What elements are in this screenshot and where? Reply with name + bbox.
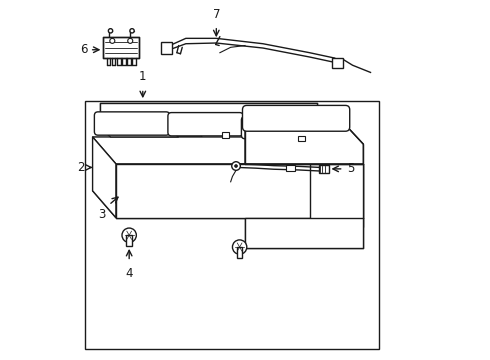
Bar [126, 235, 132, 246]
Text: 7: 7 [213, 9, 220, 22]
Circle shape [232, 240, 247, 254]
FancyBboxPatch shape [168, 113, 243, 136]
Polygon shape [245, 119, 364, 164]
Polygon shape [100, 116, 202, 137]
Text: 5: 5 [347, 162, 355, 175]
Polygon shape [100, 103, 317, 114]
Polygon shape [93, 137, 364, 164]
FancyBboxPatch shape [242, 117, 306, 139]
Polygon shape [116, 164, 364, 218]
Polygon shape [103, 37, 139, 58]
Text: 3: 3 [98, 208, 106, 221]
Circle shape [128, 39, 133, 43]
FancyBboxPatch shape [243, 105, 350, 131]
Bar [286, 165, 295, 171]
Text: 1: 1 [139, 70, 147, 83]
FancyBboxPatch shape [95, 112, 170, 135]
Bar [161, 42, 172, 54]
Text: 2: 2 [77, 161, 85, 174]
Circle shape [235, 165, 238, 167]
Bar [221, 132, 229, 138]
Polygon shape [96, 125, 179, 137]
Text: 6: 6 [80, 43, 88, 56]
Polygon shape [93, 137, 116, 218]
Text: 4: 4 [125, 267, 133, 280]
Polygon shape [310, 164, 364, 226]
Bar [298, 136, 304, 140]
Circle shape [232, 162, 240, 170]
Bar [85, 101, 379, 348]
Polygon shape [245, 218, 364, 248]
Bar [237, 247, 243, 258]
Circle shape [108, 29, 113, 33]
Circle shape [122, 228, 136, 242]
Bar [332, 58, 343, 68]
Polygon shape [98, 114, 324, 139]
Bar [318, 165, 329, 173]
Circle shape [130, 29, 134, 33]
Circle shape [110, 39, 115, 43]
